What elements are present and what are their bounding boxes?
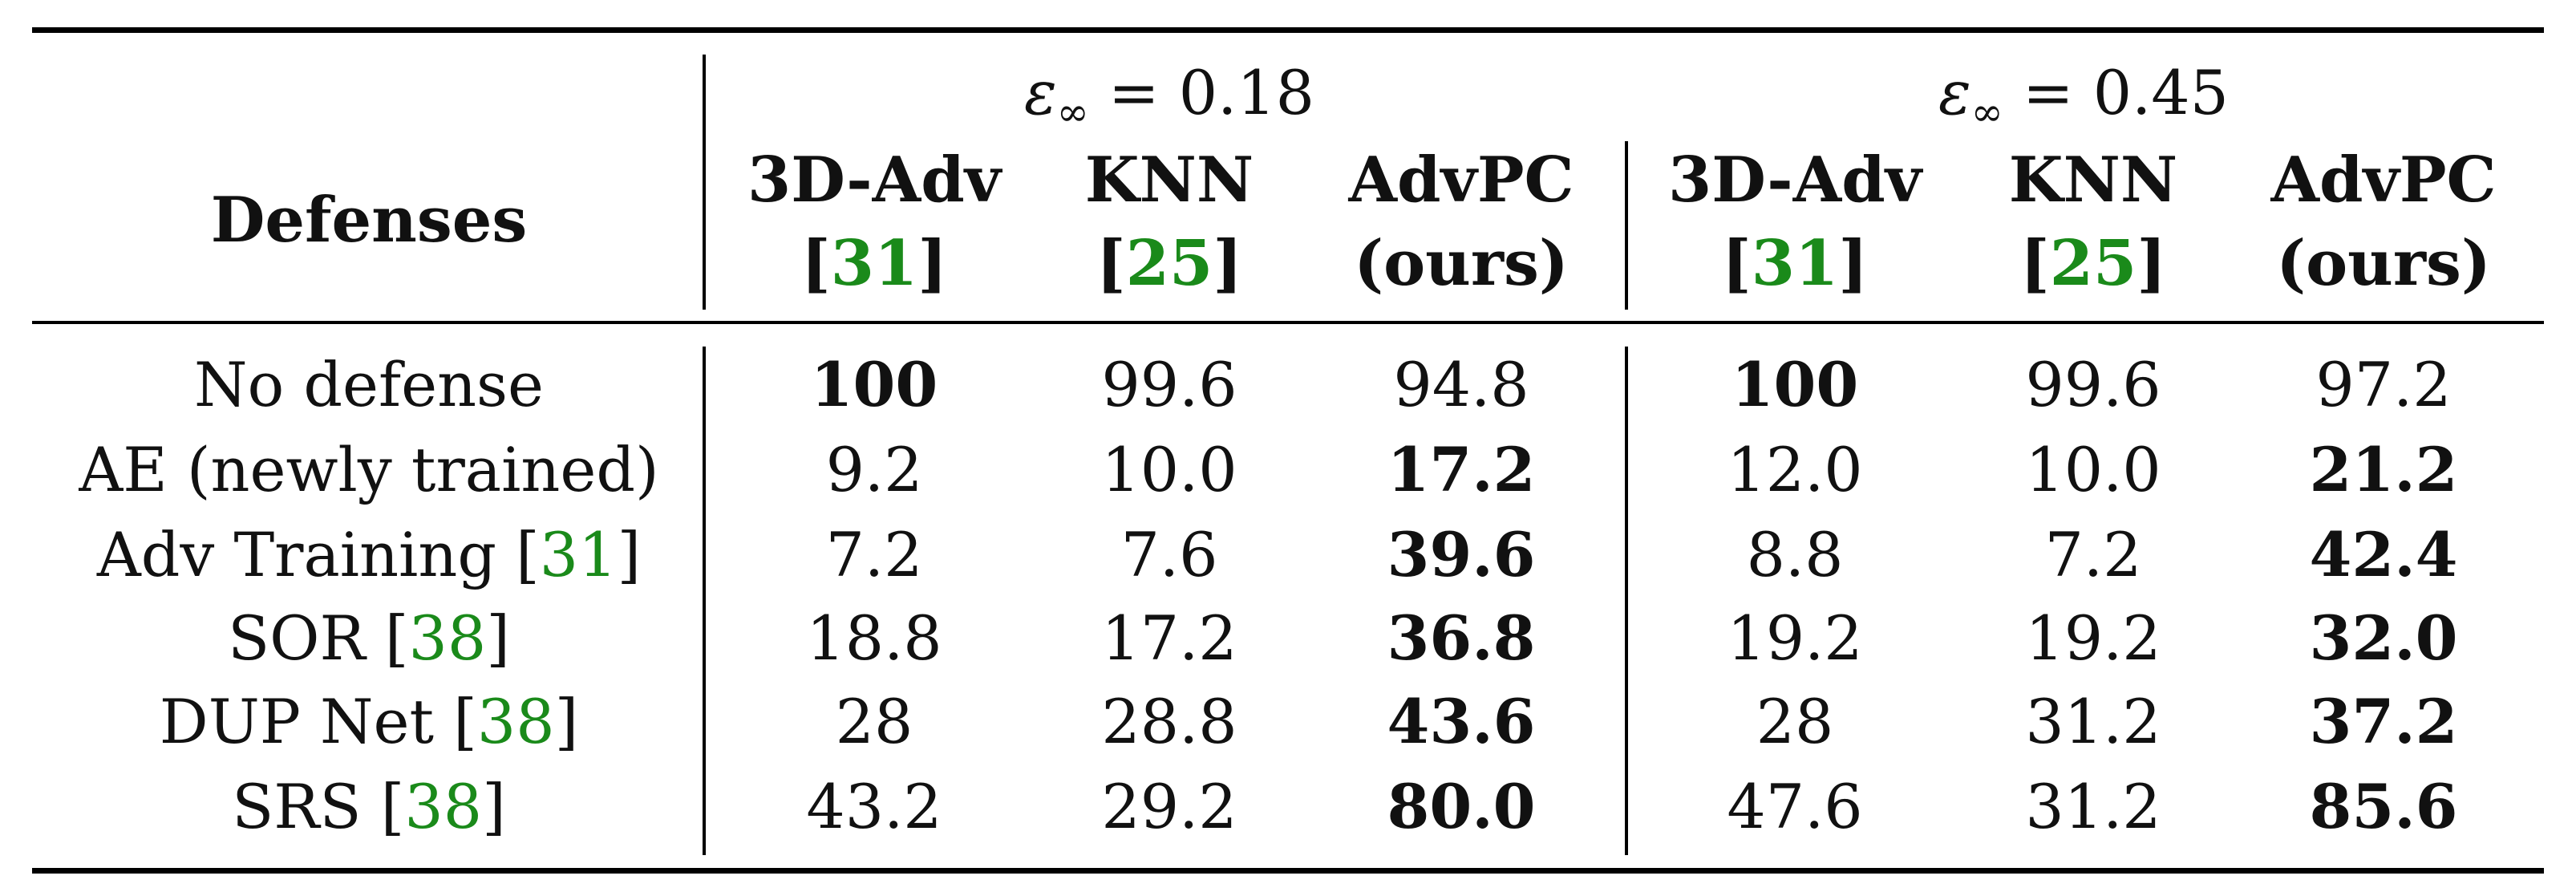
table-cell: 17.2: [1101, 602, 1237, 674]
table-cell: 39.6: [1387, 519, 1536, 590]
table-cell: 18.8: [806, 602, 942, 674]
method-header-3dadv: 3D-Adv [31]: [747, 149, 1001, 295]
epsilon-symbol: ε: [1023, 57, 1057, 128]
table-cell: 36.8: [1387, 602, 1536, 674]
method-header-advpc: AdvPC (ours): [1348, 149, 1574, 295]
citation-link[interactable]: 25: [1125, 227, 1213, 300]
table-cell: 80.0: [1387, 771, 1536, 842]
table-cell: 7.6: [1120, 519, 1218, 590]
table-cell: 37.2: [2309, 686, 2458, 757]
row-label-text: No defense: [193, 349, 545, 420]
table-cell: 10.0: [2025, 434, 2161, 505]
table-cell: 31.2: [2025, 771, 2161, 842]
table-cell: 97.2: [2315, 349, 2452, 420]
table-cell: 31.2: [2025, 686, 2161, 757]
table-cell: 85.6: [2309, 771, 2458, 842]
table-cell: 47.6: [1727, 771, 1863, 842]
row-label-text: AE (newly trained): [79, 434, 659, 505]
bottom-rule: [32, 868, 2544, 874]
header-left-separator: [703, 55, 706, 310]
table-cell: 7.2: [2044, 519, 2142, 590]
epsilon-value: = 0.45: [2022, 57, 2230, 128]
row-label-text: SOR: [228, 602, 366, 674]
header-group-separator: [1625, 141, 1628, 310]
epsilon-group-2: ε∞ = 0.45: [1938, 63, 2229, 132]
epsilon-subscript: ∞: [1056, 90, 1089, 135]
citation-link[interactable]: 25: [2049, 227, 2137, 300]
table-cell: 43.2: [806, 771, 942, 842]
epsilon-group-1: ε∞ = 0.18: [1024, 63, 1314, 132]
method-citation: [25]: [1096, 227, 1243, 300]
method-citation: [31]: [800, 227, 948, 300]
row-label-text: SRS: [232, 771, 362, 842]
citation-link[interactable]: 31: [1751, 227, 1839, 300]
table-cell: 8.8: [1746, 519, 1844, 590]
citation-link[interactable]: 38: [476, 686, 555, 757]
table-cell: 19.2: [1727, 602, 1863, 674]
table-cell: 12.0: [1727, 434, 1863, 505]
table-cell: 100: [1731, 349, 1859, 420]
row-label: No defense: [194, 355, 544, 416]
table-cell: 21.2: [2309, 434, 2458, 505]
citation-link[interactable]: 38: [404, 771, 483, 842]
method-header-advpc: AdvPC (ours): [2270, 149, 2496, 295]
table-cell: 28: [835, 686, 913, 757]
epsilon-subscript: ∞: [1970, 90, 2003, 135]
table-cell: 28.8: [1101, 686, 1237, 757]
row-label: DUP Net [38]: [159, 686, 579, 757]
table-cell: 10.0: [1101, 434, 1237, 505]
method-name: KNN: [2008, 144, 2178, 217]
method-citation: [25]: [2019, 227, 2167, 300]
row-header-defenses: Defenses: [210, 184, 528, 257]
table-cell: 29.2: [1101, 771, 1237, 842]
method-subtitle: (ours): [1354, 227, 1569, 300]
method-name: AdvPC: [1348, 144, 1574, 217]
row-label: SOR [38]: [228, 602, 510, 674]
method-name: KNN: [1084, 144, 1254, 217]
method-name: 3D-Adv: [747, 144, 1002, 217]
method-header-knn: KNN [25]: [2009, 149, 2177, 295]
method-header-3dadv: 3D-Adv [31]: [1668, 149, 1922, 295]
body-group-separator: [1625, 347, 1628, 855]
method-citation: [31]: [1721, 227, 1869, 300]
method-subtitle: (ours): [2276, 227, 2491, 300]
epsilon-symbol: ε: [1938, 57, 1971, 128]
epsilon-value: = 0.18: [1108, 57, 1315, 128]
top-rule: [32, 27, 2544, 33]
method-header-knn: KNN [25]: [1085, 149, 1254, 295]
table-cell: 42.4: [2309, 519, 2458, 590]
row-label-text: DUP Net: [159, 686, 435, 757]
mid-rule: [32, 321, 2544, 324]
table-cell: 99.6: [1101, 349, 1237, 420]
table-cell: 7.2: [825, 519, 923, 590]
method-name: 3D-Adv: [1667, 144, 1922, 217]
table-cell: 28: [1756, 686, 1834, 757]
table-cell: 9.2: [825, 434, 923, 505]
citation-link[interactable]: 31: [539, 519, 618, 590]
table-cell: 43.6: [1387, 686, 1536, 757]
table-cell: 99.6: [2025, 349, 2161, 420]
method-name: AdvPC: [2270, 144, 2497, 217]
row-label-text: Adv Training: [96, 519, 496, 590]
table-cell: 32.0: [2309, 602, 2458, 674]
table-cell: 94.8: [1393, 349, 1529, 420]
body-left-separator: [703, 347, 706, 855]
row-label: AE (newly trained): [79, 440, 658, 501]
citation-link[interactable]: 31: [830, 227, 918, 300]
table-cell: 19.2: [2025, 602, 2161, 674]
row-label: Adv Training [31]: [96, 519, 642, 590]
table-cell: 100: [810, 349, 938, 420]
row-label: SRS [38]: [232, 771, 506, 842]
table-cell: 17.2: [1387, 434, 1536, 505]
citation-link[interactable]: 38: [408, 602, 487, 674]
